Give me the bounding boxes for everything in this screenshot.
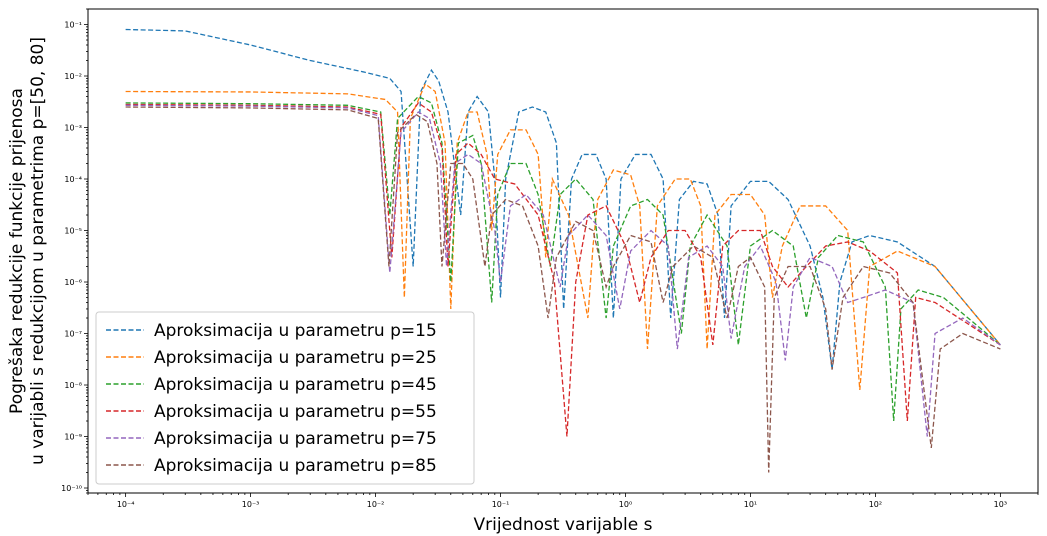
x-tick-label: 10² xyxy=(869,500,882,509)
x-tick-label: 10³ xyxy=(994,500,1007,509)
x-tick-label: 10⁻⁴ xyxy=(117,500,135,509)
legend: Aproksimacija u parametru p=15 Aproksimac… xyxy=(95,311,475,485)
x-axis-label: Vrijednost varijable s xyxy=(474,515,653,535)
legend-label-4: Aproksimacija u parametru p=55 xyxy=(154,402,437,422)
y-axis-label-line-1: Pogrešaka redukcije funkcije prijenosa xyxy=(7,88,27,414)
series-line-5 xyxy=(125,104,1001,437)
x-tick-label: 10⁻² xyxy=(367,500,385,509)
y-tick-label: 10⁻⁹ xyxy=(64,433,82,442)
x-tick-label: 10¹ xyxy=(744,500,757,509)
x-tick-label: 10⁻¹ xyxy=(492,500,510,509)
x-tick-label: 10⁻³ xyxy=(242,500,260,509)
y-tick-label: 10⁻² xyxy=(64,72,82,81)
ticks-layer: 10⁻⁴ 10⁻³ 10⁻² 10⁻¹ 10⁰ 10¹ 10² 10³ 10⁻¹⁰ 10⁻⁹ 10⁻… xyxy=(61,8,1039,509)
y-tick-label: 10⁻⁵ xyxy=(64,227,82,236)
y-tick-label: 10⁻⁴ xyxy=(64,175,82,184)
y-tick-label: 10⁻⁶ xyxy=(64,278,82,287)
series-line-3 xyxy=(125,95,1001,422)
legend-box xyxy=(95,311,475,485)
y-axis-label-line-2: u varijabli s redukcijom u parametrima p… xyxy=(28,37,48,465)
plot-frame xyxy=(87,8,1039,494)
y-tick-label: 10⁻³ xyxy=(64,124,82,133)
y-tick-label: 10⁻⁸ xyxy=(64,381,82,390)
legend-label-5: Aproksimacija u parametru p=75 xyxy=(154,429,437,449)
series-layer xyxy=(125,28,1001,473)
y-tick-label: 10⁻¹ xyxy=(64,21,82,30)
series-line-2 xyxy=(125,82,1001,391)
legend-label-2: Aproksimacija u parametru p=25 xyxy=(154,348,437,368)
y-tick-label: 10⁻⁷ xyxy=(64,330,82,339)
legend-label-1: Aproksimacija u parametru p=15 xyxy=(154,321,437,341)
series-line-4 xyxy=(125,102,1001,437)
y-tick-label: 10⁻¹⁰ xyxy=(61,484,82,493)
legend-label-6: Aproksimacija u parametru p=85 xyxy=(154,456,437,476)
x-tick-label: 10⁰ xyxy=(619,500,632,509)
series-line-1 xyxy=(125,28,1001,370)
legend-label-3: Aproksimacija u parametru p=45 xyxy=(154,375,437,395)
series-line-6 xyxy=(125,106,1001,473)
